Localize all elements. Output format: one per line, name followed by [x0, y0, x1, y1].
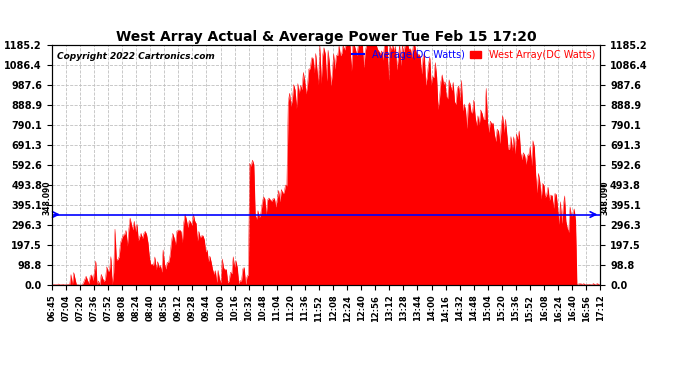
Legend: Average(DC Watts), West Array(DC Watts): Average(DC Watts), West Array(DC Watts) [353, 50, 595, 60]
Text: 348.090: 348.090 [42, 180, 51, 214]
Text: 348.090: 348.090 [601, 180, 610, 214]
Title: West Array Actual & Average Power Tue Feb 15 17:20: West Array Actual & Average Power Tue Fe… [116, 30, 536, 44]
Text: Copyright 2022 Cartronics.com: Copyright 2022 Cartronics.com [57, 52, 215, 61]
